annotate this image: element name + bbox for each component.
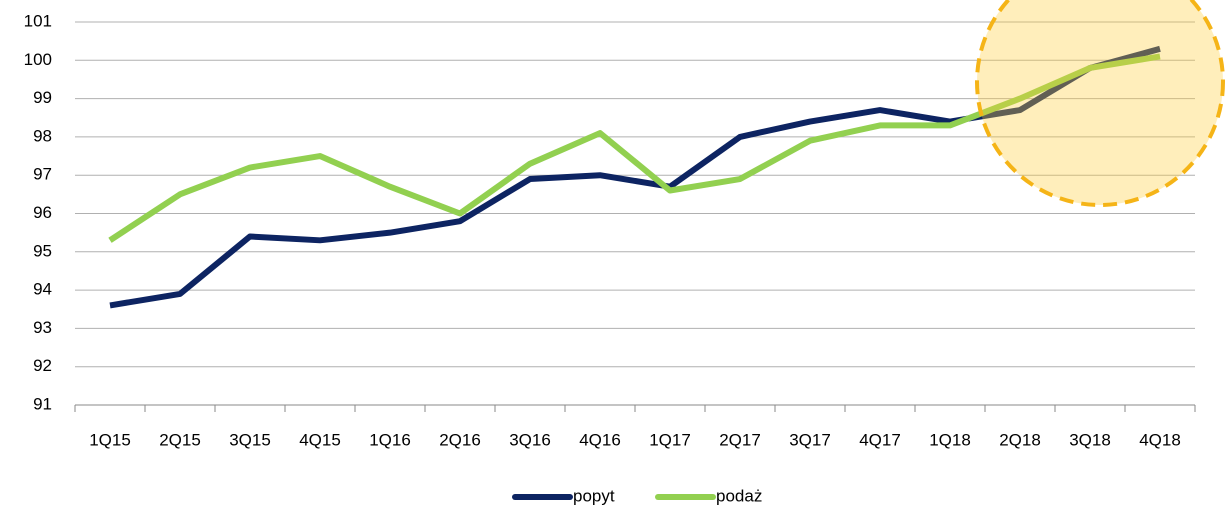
x-tick-label: 3Q17 — [789, 430, 831, 449]
y-tick-label: 98 — [33, 126, 52, 145]
x-tick-label: 1Q18 — [929, 430, 971, 449]
x-tick-label: 2Q18 — [999, 430, 1041, 449]
x-tick-label: 3Q15 — [229, 430, 271, 449]
x-tick-label: 1Q17 — [649, 430, 691, 449]
y-tick-label: 97 — [33, 165, 52, 184]
x-tick-label: 4Q16 — [579, 430, 621, 449]
y-tick-label: 93 — [33, 318, 52, 337]
legend-label: podaż — [716, 486, 762, 505]
legend-label: popyt — [573, 486, 615, 505]
highlight-circle — [975, 0, 1225, 207]
x-tick-label: 1Q16 — [369, 430, 411, 449]
x-tick-label: 3Q16 — [509, 430, 551, 449]
x-tick-label: 1Q15 — [89, 430, 131, 449]
lines — [108, 45, 1161, 309]
x-tick-label: 2Q17 — [719, 430, 761, 449]
grid — [74, 21, 1196, 412]
series-line — [108, 53, 1161, 243]
x-tick-label: 2Q15 — [159, 430, 201, 449]
x-tick-label: 4Q18 — [1139, 430, 1181, 449]
x-tick-label: 4Q15 — [299, 430, 341, 449]
y-tick-label: 101 — [24, 11, 52, 30]
y-tick-label: 95 — [33, 241, 52, 260]
series-line — [109, 45, 1161, 309]
y-tick-label: 100 — [24, 50, 52, 69]
y-tick-label: 94 — [33, 280, 52, 299]
y-tick-label: 92 — [33, 356, 52, 375]
x-tick-label: 2Q16 — [439, 430, 481, 449]
y-tick-label: 96 — [33, 203, 52, 222]
y-tick-label: 91 — [33, 394, 52, 413]
x-tick-label: 3Q18 — [1069, 430, 1111, 449]
y-tick-label: 99 — [33, 88, 52, 107]
x-tick-label: 4Q17 — [859, 430, 901, 449]
labels: 91 92 93 94 95 96 97 98 99 100 101 1Q15 2Q15 3Q15 4Q15… — [24, 11, 1181, 505]
